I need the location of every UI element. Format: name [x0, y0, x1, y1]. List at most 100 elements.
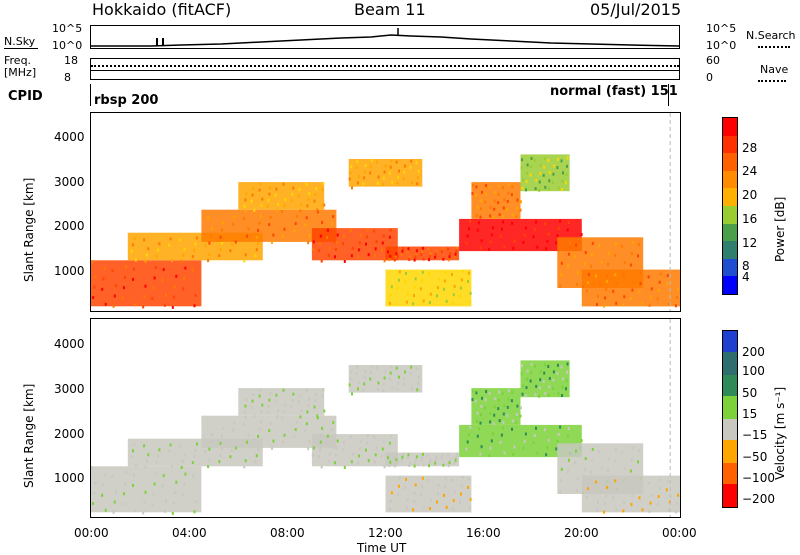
- power-speckle: [502, 214, 505, 218]
- velocity-speckle: [388, 463, 391, 467]
- power-speckle: [603, 304, 606, 308]
- velocity-speckle: [398, 375, 400, 379]
- velocity-speckle: [606, 468, 609, 472]
- velocity-cb-tick-50: 50: [742, 386, 758, 400]
- power-speckle: [666, 274, 669, 278]
- velocity-speckle: [468, 433, 470, 437]
- velocity-speckle: [269, 392, 272, 396]
- velocity-speckle: [144, 465, 147, 469]
- power-speckle: [322, 182, 325, 186]
- power-speckle: [257, 228, 260, 232]
- power-speckle: [547, 232, 550, 236]
- velocity-speckle: [382, 388, 385, 392]
- velocity-speckle: [535, 384, 538, 388]
- power-speckle: [500, 227, 503, 231]
- power-cb-seg: [723, 241, 737, 259]
- cpid-left-text: rbsp 200: [94, 93, 159, 108]
- velocity-speckle: [566, 434, 569, 438]
- velocity-speckle: [92, 502, 95, 505]
- power-speckle: [534, 158, 537, 162]
- power-speckle: [297, 194, 300, 198]
- velocity-speckle: [434, 461, 437, 465]
- power-speckle: [258, 221, 261, 225]
- velocity-speckle: [479, 452, 482, 456]
- nsearch-tick-high: 10^5: [706, 22, 737, 35]
- velocity-speckle: [641, 508, 644, 512]
- power-speckle: [326, 228, 329, 232]
- power-speckle: [404, 280, 407, 284]
- power-cb-seg: [723, 170, 737, 189]
- velocity-speckle: [448, 461, 451, 465]
- power-speckle: [556, 157, 559, 161]
- velocity-speckle: [230, 449, 233, 452]
- power-speckle: [489, 214, 492, 218]
- power-speckle: [373, 229, 375, 233]
- velocity-speckle: [182, 459, 185, 463]
- velocity-speckle: [388, 441, 391, 445]
- velocity-speckle: [467, 477, 470, 481]
- velocity-speckle: [513, 445, 516, 449]
- power-speckle: [251, 193, 254, 197]
- velocity-cb-seg: [723, 463, 737, 485]
- power-speckle: [630, 296, 633, 300]
- power-speckle: [349, 171, 352, 175]
- power-cb-tick-8: 8: [742, 259, 750, 273]
- power-speckle: [471, 183, 474, 187]
- power-speckle: [218, 254, 221, 258]
- power-speckle: [658, 280, 661, 284]
- power-speckle: [122, 286, 125, 290]
- velocity-speckle: [436, 492, 439, 496]
- power-speckle: [332, 215, 335, 219]
- power-speckle: [441, 247, 444, 250]
- power-speckle: [597, 294, 599, 298]
- power-speckle: [258, 188, 261, 192]
- power-speckle: [398, 169, 400, 173]
- velocity-speckle: [211, 433, 214, 437]
- velocity-speckle: [367, 459, 370, 463]
- power-y-tick-4000: 4000: [54, 130, 85, 144]
- power-speckle: [580, 233, 583, 236]
- power-speckle: [209, 234, 212, 238]
- power-speckle: [561, 179, 564, 183]
- power-speckle: [530, 165, 533, 169]
- velocity-speckle: [315, 393, 318, 396]
- power-speckle: [565, 173, 568, 177]
- power-speckle: [383, 259, 386, 263]
- power-speckle: [259, 214, 262, 218]
- velocity-band: [311, 434, 398, 467]
- velocity-speckle: [251, 399, 254, 403]
- velocity-speckle: [584, 457, 587, 460]
- power-speckle: [501, 186, 504, 190]
- x-tick-1600: 16:00: [466, 526, 501, 540]
- velocity-panel: [90, 318, 681, 518]
- velocity-speckle: [556, 363, 559, 367]
- velocity-speckle: [125, 471, 128, 475]
- velocity-speckle: [243, 422, 246, 426]
- velocity-speckle: [375, 446, 378, 450]
- power-speckle: [132, 243, 134, 247]
- power-speckle: [539, 172, 542, 176]
- velocity-y-tick-2000: 2000: [54, 427, 85, 441]
- velocity-speckle: [596, 509, 598, 513]
- power-speckle: [306, 204, 309, 208]
- power-speckle: [313, 199, 316, 203]
- velocity-speckle: [369, 377, 372, 381]
- velocity-speckle: [526, 369, 529, 373]
- velocity-speckle: [389, 371, 392, 375]
- power-speckle: [524, 226, 527, 230]
- power-speckle: [519, 208, 522, 212]
- velocity-speckle: [429, 498, 432, 502]
- velocity-speckle: [551, 386, 554, 390]
- power-y-tick-1000: 1000: [54, 264, 85, 278]
- velocity-speckle: [300, 409, 303, 413]
- power-speckle: [101, 287, 104, 291]
- power-speckle: [476, 228, 479, 232]
- nsky-underline: [4, 48, 38, 49]
- velocity-band: [581, 475, 680, 513]
- power-speckle: [479, 246, 482, 250]
- velocity-speckle: [232, 428, 235, 432]
- power-speckle: [596, 303, 598, 307]
- nsearch-legend-line: [758, 46, 790, 48]
- power-speckle: [357, 175, 360, 179]
- power-speckle: [250, 199, 253, 203]
